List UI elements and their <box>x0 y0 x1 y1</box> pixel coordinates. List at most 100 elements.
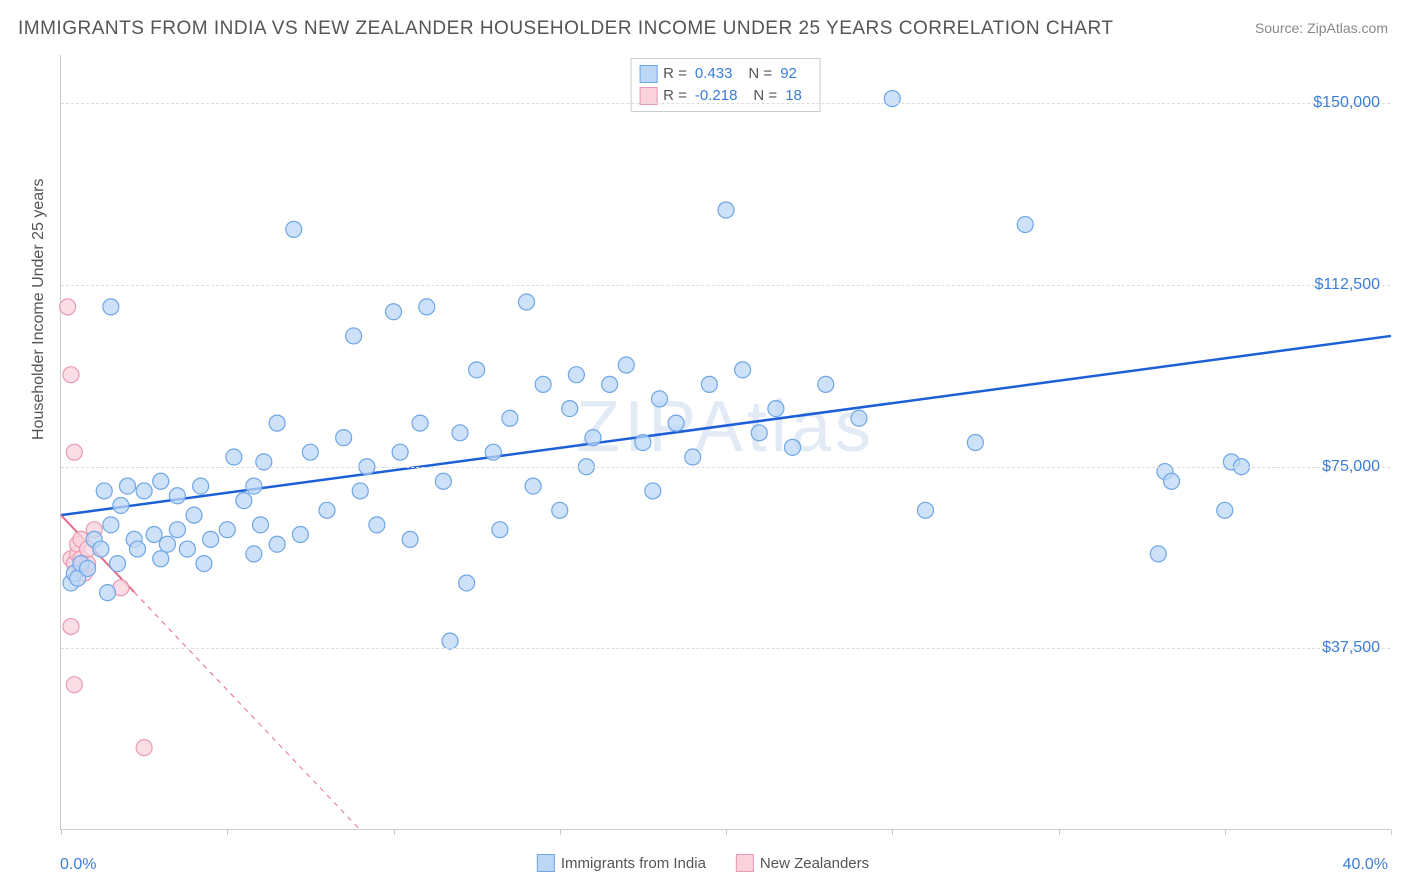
swatch-india-icon <box>537 854 555 872</box>
data-point <box>1217 502 1233 518</box>
x-tick <box>61 829 62 835</box>
y-tick-label: $112,500 <box>1314 276 1380 294</box>
data-point <box>302 444 318 460</box>
y-axis-title: Householder Income Under 25 years <box>30 179 48 440</box>
data-point <box>136 740 152 756</box>
data-point <box>552 502 568 518</box>
data-point <box>269 415 285 431</box>
data-point <box>352 483 368 499</box>
x-tick <box>1059 829 1060 835</box>
data-point <box>652 391 668 407</box>
gridline <box>61 648 1390 649</box>
plot-area: ZIPAtlas R = 0.433 N = 92 R = -0.218 N =… <box>60 55 1390 830</box>
gridline <box>61 467 1390 468</box>
data-point <box>203 531 219 547</box>
data-point <box>246 478 262 494</box>
data-point <box>435 473 451 489</box>
data-point <box>412 415 428 431</box>
data-point <box>110 556 126 572</box>
data-point <box>668 415 684 431</box>
data-point <box>386 304 402 320</box>
data-point <box>402 531 418 547</box>
data-point <box>419 299 435 315</box>
legend-label-nz: New Zealanders <box>760 855 869 872</box>
data-point <box>1164 473 1180 489</box>
data-point <box>1150 546 1166 562</box>
gridline <box>61 103 1390 104</box>
data-point <box>452 425 468 441</box>
data-point <box>169 488 185 504</box>
data-point <box>129 541 145 557</box>
data-point <box>585 430 601 446</box>
data-point <box>146 527 162 543</box>
data-point <box>63 619 79 635</box>
data-point <box>96 483 112 499</box>
x-tick <box>560 829 561 835</box>
data-point <box>103 517 119 533</box>
trend-line-dashed <box>134 592 360 830</box>
y-tick-label: $75,000 <box>1322 458 1380 476</box>
gridline <box>61 285 1390 286</box>
data-point <box>226 449 242 465</box>
data-point <box>392 444 408 460</box>
data-point <box>269 536 285 552</box>
data-point <box>346 328 362 344</box>
x-axis-min-label: 0.0% <box>60 856 96 874</box>
data-point <box>196 556 212 572</box>
data-point <box>701 376 717 392</box>
data-point <box>851 410 867 426</box>
legend-label-india: Immigrants from India <box>561 855 706 872</box>
data-point <box>685 449 701 465</box>
data-point <box>113 497 129 513</box>
legend-series: Immigrants from India New Zealanders <box>537 854 869 872</box>
data-point <box>66 677 82 693</box>
data-point <box>93 541 109 557</box>
data-point <box>768 401 784 417</box>
data-point <box>186 507 202 523</box>
data-point <box>292 527 308 543</box>
data-point <box>918 502 934 518</box>
x-axis-max-label: 40.0% <box>1343 856 1388 874</box>
data-point <box>568 367 584 383</box>
data-point <box>179 541 195 557</box>
data-point <box>80 560 96 576</box>
data-point <box>718 202 734 218</box>
data-point <box>159 536 175 552</box>
data-point <box>319 502 335 518</box>
data-point <box>751 425 767 441</box>
legend-item-india: Immigrants from India <box>537 854 706 872</box>
data-point <box>502 410 518 426</box>
data-point <box>336 430 352 446</box>
legend-item-nz: New Zealanders <box>736 854 869 872</box>
data-point <box>485 444 501 460</box>
data-point <box>286 221 302 237</box>
data-point <box>635 435 651 451</box>
data-point <box>66 444 82 460</box>
chart-title: IMMIGRANTS FROM INDIA VS NEW ZEALANDER H… <box>18 18 1113 40</box>
swatch-nz-icon <box>736 854 754 872</box>
data-point <box>169 522 185 538</box>
data-point <box>525 478 541 494</box>
data-point <box>63 367 79 383</box>
data-point <box>562 401 578 417</box>
x-tick <box>892 829 893 835</box>
data-point <box>618 357 634 373</box>
data-point <box>492 522 508 538</box>
data-point <box>645 483 661 499</box>
data-point <box>469 362 485 378</box>
scatter-svg <box>61 55 1390 829</box>
data-point <box>219 522 235 538</box>
data-point <box>369 517 385 533</box>
data-point <box>785 439 801 455</box>
data-point <box>136 483 152 499</box>
x-tick <box>227 829 228 835</box>
data-point <box>967 435 983 451</box>
x-tick <box>394 829 395 835</box>
data-point <box>236 493 252 509</box>
x-tick <box>726 829 727 835</box>
data-point <box>519 294 535 310</box>
data-point <box>442 633 458 649</box>
data-point <box>253 517 269 533</box>
source-label: Source: ZipAtlas.com <box>1255 20 1388 36</box>
data-point <box>1017 217 1033 233</box>
